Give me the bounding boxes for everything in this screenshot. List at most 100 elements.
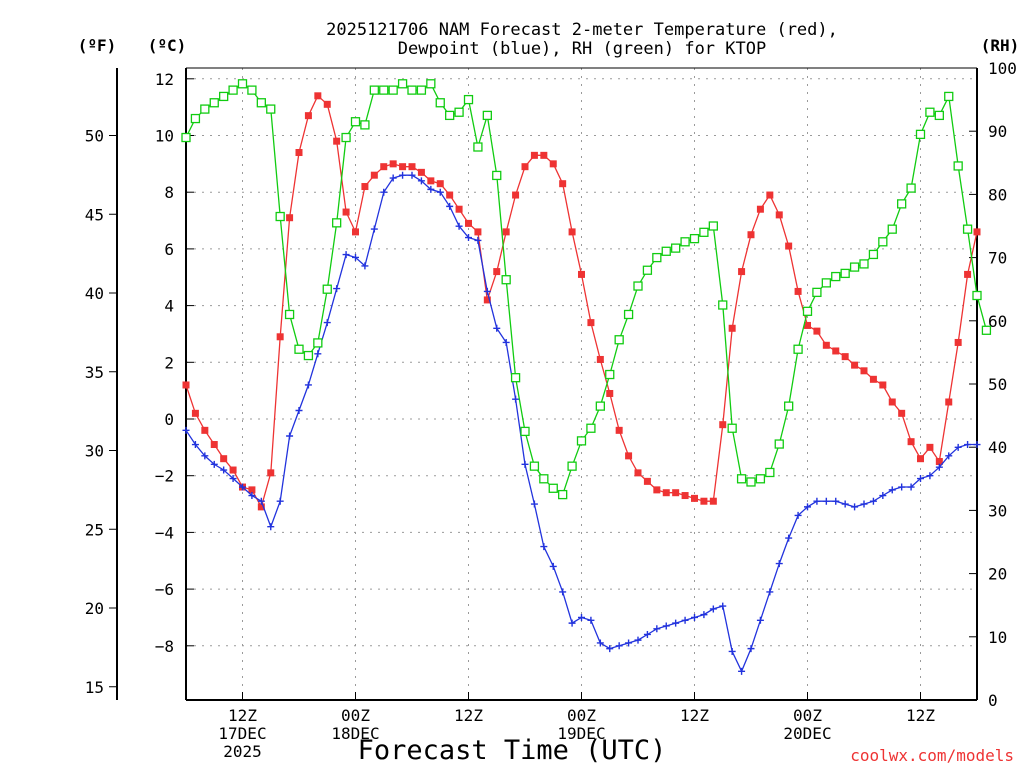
celsius-tick-label: −8 <box>155 637 174 656</box>
rh-point <box>548 483 558 493</box>
dewpoint-point <box>370 225 378 233</box>
temperature-point <box>474 228 482 236</box>
x-tick-label: 00Z <box>567 706 596 725</box>
rh-point <box>473 142 483 152</box>
temperature-point <box>653 486 661 494</box>
rh-point <box>482 110 492 121</box>
rh-point <box>266 104 276 114</box>
rh-point <box>614 335 624 345</box>
rh-point <box>661 246 671 256</box>
dewpoint-point <box>286 432 294 440</box>
temperature-point <box>578 270 585 278</box>
rh-point <box>275 211 285 222</box>
rh-point <box>746 477 756 487</box>
rh-point <box>369 85 379 95</box>
temperature-point <box>483 296 491 304</box>
rh-point <box>802 306 813 316</box>
dewpoint-point <box>474 236 482 244</box>
rh-point <box>529 461 540 471</box>
celsius-unit-label: (ºC) <box>148 36 187 55</box>
rh-point <box>708 221 718 231</box>
series-rh <box>181 79 992 500</box>
dewpoint-point <box>276 497 284 505</box>
axes: 121086420−2−4−6−850454035302520151009080… <box>85 59 1017 761</box>
dewpoint-point <box>578 613 585 621</box>
dewpoint-point <box>304 381 312 389</box>
rh-point <box>407 85 417 95</box>
rh-point <box>294 344 304 354</box>
dewpoint-point <box>813 497 821 505</box>
dewpoint-point <box>709 605 717 613</box>
dewpoint-point <box>625 639 633 647</box>
rh-point <box>689 233 700 244</box>
temperature-point <box>370 171 378 179</box>
temperature-point <box>295 149 303 157</box>
rh-unit-label: (RH) <box>981 36 1020 55</box>
rh-point <box>736 474 747 484</box>
rh-point <box>925 107 935 117</box>
temperature-point <box>596 355 604 363</box>
fahrenheit-unit-label: (ºF) <box>78 36 117 55</box>
dewpoint-point <box>851 503 859 511</box>
temperature-point <box>248 486 256 494</box>
dewpoint-point <box>220 466 228 474</box>
x-tick-label: 12Z <box>228 706 257 725</box>
rh-tick-label: 90 <box>988 122 1007 141</box>
rh-point <box>219 91 229 102</box>
rh-point <box>972 290 982 301</box>
temperature-point <box>333 137 341 145</box>
temperature-point <box>813 327 821 335</box>
rh-point <box>247 85 257 95</box>
temperature-point <box>898 409 906 417</box>
dewpoint-point <box>408 171 416 179</box>
temperature-point <box>775 211 783 219</box>
temperature-point <box>700 497 708 505</box>
dewpoint-point <box>653 625 661 633</box>
rh-point <box>426 79 436 89</box>
dewpoint-point <box>888 486 896 494</box>
fahrenheit-tick-label: 40 <box>85 284 104 303</box>
rh-point <box>755 474 766 484</box>
temperature-point <box>785 242 793 250</box>
dewpoint-point <box>229 475 237 483</box>
dewpoint-point <box>945 452 953 460</box>
dewpoint-point <box>841 500 849 508</box>
fahrenheit-tick-label: 35 <box>85 363 104 382</box>
series-temperature <box>182 92 981 511</box>
rh-point <box>332 218 342 228</box>
rh-point <box>642 265 653 275</box>
dewpoint-point <box>257 497 265 505</box>
dewpoint-point <box>333 285 341 293</box>
rh-point <box>605 369 615 380</box>
dewpoint-point <box>615 642 623 650</box>
temperature-point <box>681 492 689 500</box>
dewpoint-point <box>465 234 472 242</box>
dewpoint-point <box>728 647 736 655</box>
rh-point <box>520 426 530 437</box>
dewpoint-point <box>342 251 350 259</box>
temperature-point <box>879 381 887 389</box>
dewpoint-point <box>314 350 322 358</box>
rh-point <box>388 85 398 95</box>
rh-point <box>962 224 973 234</box>
x-tick-label: 20DEC <box>783 724 831 743</box>
x-tick-label: 12Z <box>454 706 483 725</box>
rh-point <box>209 98 219 108</box>
dewpoint-point <box>361 262 369 270</box>
dewpoint-point <box>512 395 520 403</box>
rh-point <box>228 85 238 95</box>
credit-label: coolwx.com/models <box>850 746 1014 765</box>
temperature-point <box>436 180 444 188</box>
rh-point <box>953 161 963 171</box>
rh-point <box>445 110 455 121</box>
temperature-point <box>945 398 953 406</box>
temperature-point <box>643 477 651 485</box>
dewpoint-point <box>201 452 209 460</box>
temperature-point <box>502 228 510 236</box>
temperature-point <box>841 353 849 361</box>
temperature-point <box>380 163 388 171</box>
dewpoint-point <box>389 174 397 182</box>
x-tick-label: 19DEC <box>557 724 605 743</box>
rh-point <box>492 170 502 181</box>
temperature-point <box>964 270 972 278</box>
